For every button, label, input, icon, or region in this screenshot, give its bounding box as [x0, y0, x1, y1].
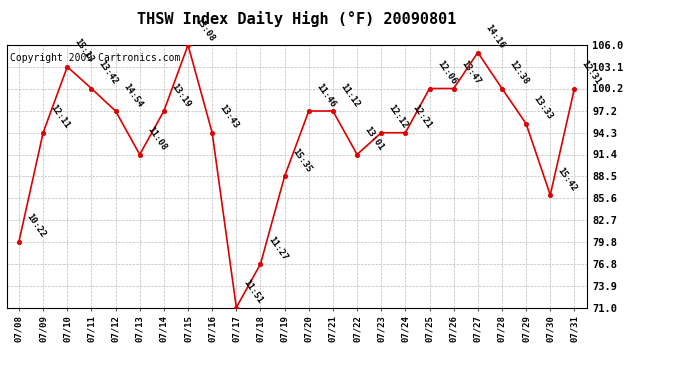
Point	[158, 108, 169, 114]
Point	[303, 108, 314, 114]
Point	[37, 130, 48, 136]
Point	[351, 152, 363, 157]
Text: 11:46: 11:46	[315, 82, 337, 109]
Text: 13:43: 13:43	[218, 104, 241, 130]
Text: 13:19: 13:19	[170, 82, 193, 109]
Text: 12:12: 12:12	[387, 104, 410, 130]
Point	[520, 121, 531, 127]
Point	[86, 86, 97, 92]
Text: 14:54: 14:54	[121, 82, 144, 109]
Text: 15:35: 15:35	[290, 147, 313, 174]
Text: 13:33: 13:33	[532, 94, 555, 122]
Text: THSW Index Daily High (°F) 20090801: THSW Index Daily High (°F) 20090801	[137, 11, 456, 27]
Text: 14:16: 14:16	[484, 23, 506, 50]
Text: 11:08: 11:08	[146, 125, 168, 152]
Text: 13:01: 13:01	[363, 125, 386, 152]
Text: 15:13: 15:13	[73, 38, 96, 64]
Point	[497, 86, 508, 92]
Point	[207, 130, 218, 136]
Text: 12:21: 12:21	[411, 104, 434, 130]
Point	[134, 152, 145, 157]
Point	[110, 108, 121, 114]
Point	[424, 86, 435, 92]
Point	[279, 173, 290, 179]
Point	[545, 192, 556, 198]
Point	[400, 130, 411, 136]
Text: 12:38: 12:38	[508, 59, 531, 86]
Text: 11:51: 11:51	[242, 278, 265, 305]
Text: 15:42: 15:42	[556, 166, 579, 193]
Point	[569, 86, 580, 92]
Point	[448, 86, 460, 92]
Text: 13:08: 13:08	[194, 16, 217, 43]
Text: Copyright 2009 Cartronics.com: Copyright 2009 Cartronics.com	[10, 53, 180, 63]
Point	[328, 108, 339, 114]
Text: 13:47: 13:47	[460, 59, 482, 86]
Text: 12:11: 12:11	[49, 104, 72, 130]
Point	[472, 50, 483, 55]
Text: 11:27: 11:27	[266, 235, 289, 262]
Point	[230, 304, 241, 310]
Point	[62, 64, 73, 70]
Point	[255, 261, 266, 267]
Text: 12:06: 12:06	[435, 59, 458, 86]
Point	[375, 130, 386, 136]
Point	[14, 238, 25, 244]
Text: 12:31: 12:31	[580, 59, 603, 86]
Text: 11:12: 11:12	[339, 82, 362, 109]
Point	[182, 42, 193, 48]
Text: 10:22: 10:22	[25, 212, 48, 239]
Text: 13:42: 13:42	[97, 59, 120, 86]
